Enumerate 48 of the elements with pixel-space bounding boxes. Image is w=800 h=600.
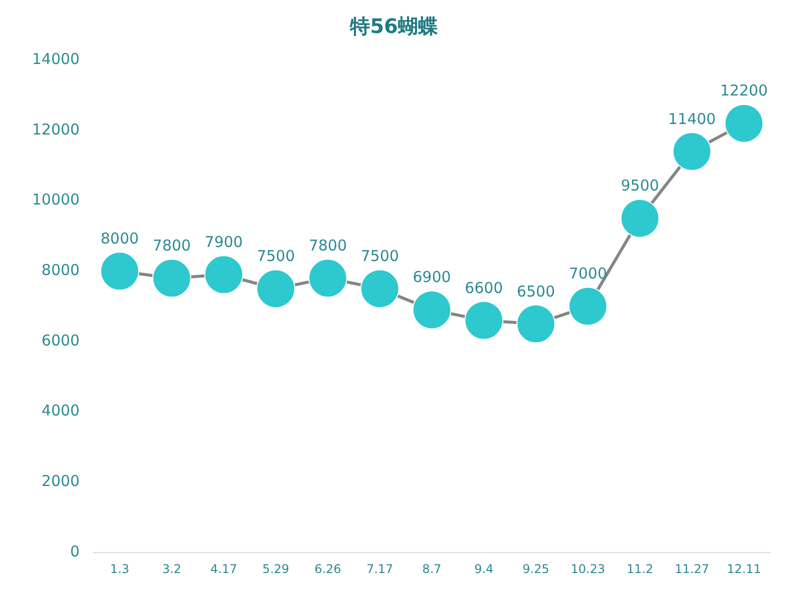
data-label: 8000 xyxy=(100,230,139,248)
data-label: 9500 xyxy=(620,176,660,195)
data-label: 7500 xyxy=(360,247,399,266)
point xyxy=(464,300,504,340)
point xyxy=(516,304,556,344)
data-label: 6600 xyxy=(464,278,503,297)
point xyxy=(204,255,244,294)
point xyxy=(412,290,452,330)
data-label: 7800 xyxy=(152,236,191,255)
y-tick-label: 14000 xyxy=(32,50,80,68)
point xyxy=(724,104,764,143)
point xyxy=(620,198,660,238)
x-tick-label: 10.23 xyxy=(570,562,606,576)
x-tick-label: 3.2 xyxy=(162,562,182,576)
y-tick-label: 2000 xyxy=(42,472,80,490)
point xyxy=(360,269,400,308)
x-tick-label: 11.2 xyxy=(626,562,654,576)
x-tick-label: 5.29 xyxy=(262,562,290,576)
chart-title: 特56蝴蝶 xyxy=(349,14,438,38)
x-tick-label: 12.11 xyxy=(726,562,762,576)
y-tick-label: 8000 xyxy=(42,261,80,280)
x-tick-label: 9.25 xyxy=(522,562,550,576)
x-tick-label: 11.27 xyxy=(674,562,710,576)
point xyxy=(672,132,712,171)
y-tick-label: 4000 xyxy=(42,402,80,420)
x-tick-label: 8.7 xyxy=(422,562,442,576)
data-label: 6900 xyxy=(412,268,451,286)
y-tick-label: 10000 xyxy=(32,190,80,209)
data-label: 12200 xyxy=(720,82,768,100)
point xyxy=(308,258,348,298)
data-label: 6500 xyxy=(516,282,555,300)
data-label: 11400 xyxy=(668,110,716,128)
point xyxy=(568,286,608,326)
x-tick-label: 4.17 xyxy=(210,562,238,576)
point xyxy=(100,252,140,291)
x-tick-label: 6.26 xyxy=(314,562,342,576)
x-tick-label: 9.4 xyxy=(474,562,494,576)
x-tick-label: 1.3 xyxy=(110,562,130,576)
y-tick-label: 12000 xyxy=(32,120,80,138)
data-label: 7800 xyxy=(308,236,347,255)
point xyxy=(152,258,192,298)
data-label: 7500 xyxy=(256,247,295,266)
y-tick-label: 0 xyxy=(70,542,80,560)
x-tick-label: 7.17 xyxy=(366,562,394,576)
point xyxy=(256,269,296,308)
data-label: 7900 xyxy=(204,233,243,252)
y-tick-label: 6000 xyxy=(42,331,80,350)
data-label: 7000 xyxy=(568,264,608,283)
